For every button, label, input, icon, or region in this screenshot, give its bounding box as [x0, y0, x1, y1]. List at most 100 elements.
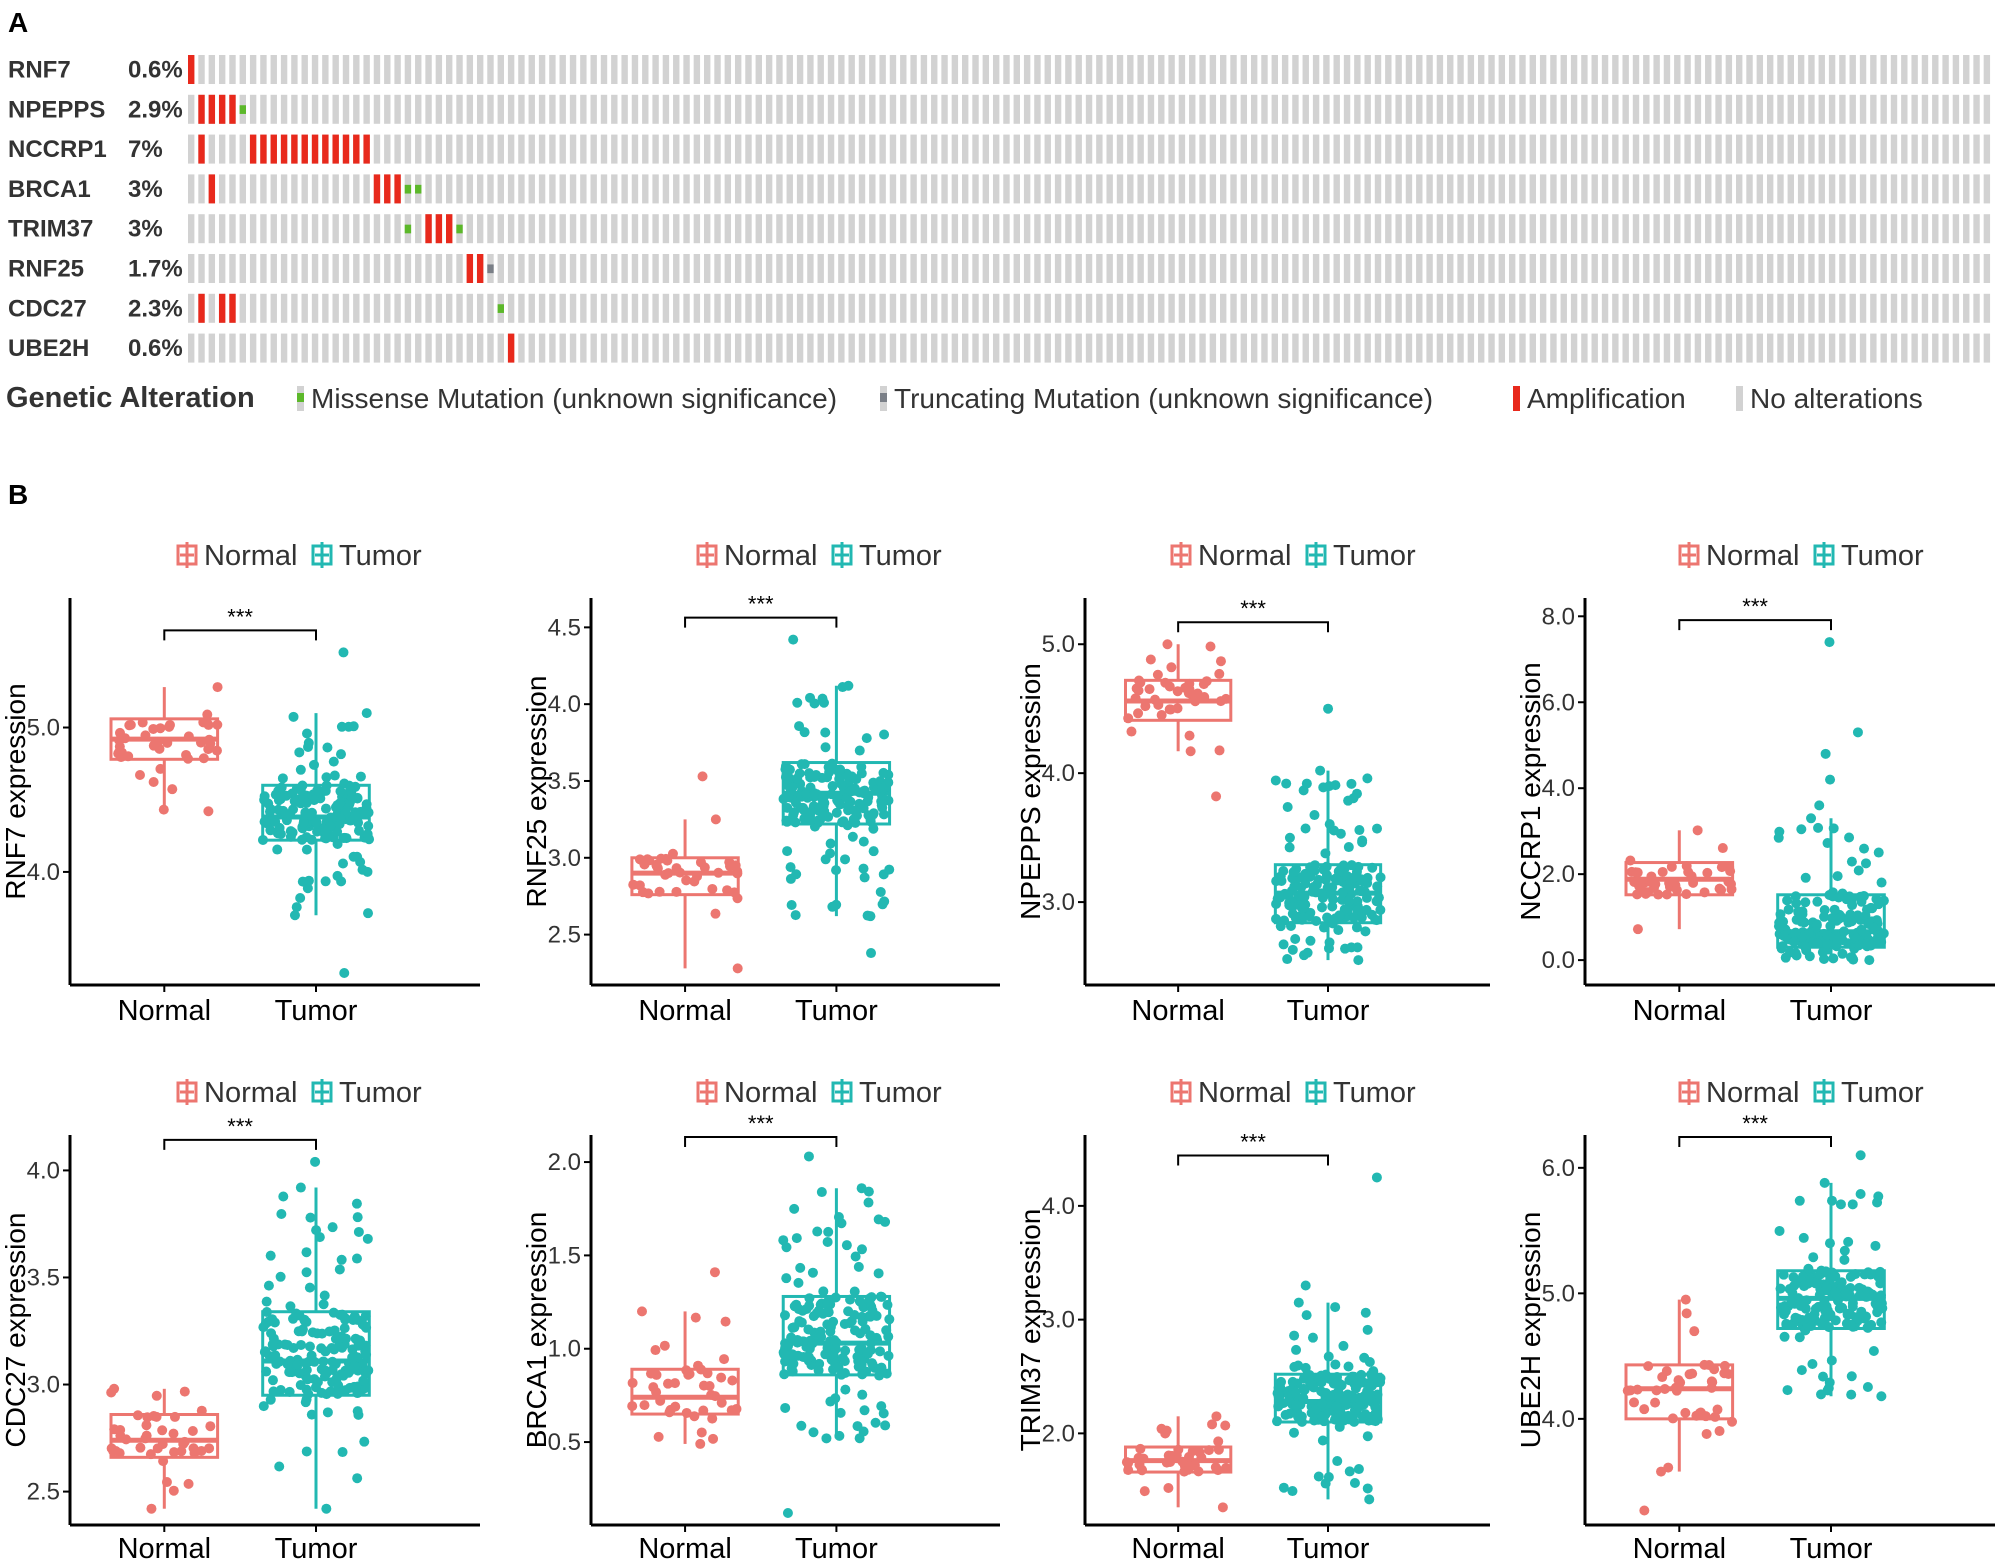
data-point [1152, 669, 1163, 680]
no-alteration-cell [1054, 254, 1062, 283]
no-alteration-cell [786, 174, 793, 204]
no-alteration-cell [1199, 214, 1206, 244]
no-alteration-cell [1343, 293, 1351, 323]
no-alteration-cell [889, 254, 897, 283]
no-alteration-cell [931, 174, 938, 204]
no-alteration-cell [1333, 134, 1340, 164]
no-alteration-cell [384, 254, 391, 283]
no-alteration-cell [1395, 134, 1402, 164]
data-point [1825, 774, 1836, 785]
no-alteration-cell [322, 94, 329, 124]
no-alteration-cell [1766, 55, 1774, 84]
no-alteration-cell [1736, 254, 1743, 283]
points-normal [113, 682, 223, 817]
no-alteration-cell [1684, 94, 1691, 124]
x-tick-label-tumor: Tumor [1287, 1533, 1370, 1565]
no-alteration-cell [507, 214, 515, 244]
no-alteration-cell [1508, 94, 1516, 124]
no-alteration-cell [724, 174, 732, 204]
no-alteration-cell [951, 134, 959, 164]
no-alteration-cell [600, 333, 608, 363]
data-point [1180, 682, 1191, 693]
no-alteration-cell [1653, 333, 1660, 363]
data-point [799, 805, 810, 816]
no-alteration-cell [559, 174, 566, 204]
data-point [868, 846, 879, 857]
no-alteration-cell [270, 94, 277, 124]
no-alteration-cell [683, 55, 690, 84]
no-alteration-cell [456, 55, 463, 84]
no-alteration-cell [662, 55, 670, 84]
missense-cell [239, 105, 246, 114]
data-point [338, 1385, 349, 1396]
no-alteration-cell [1643, 94, 1650, 124]
box-normal [1622, 1294, 1738, 1516]
data-point [840, 1384, 851, 1395]
data-point [837, 1352, 848, 1363]
no-alteration-cell [1075, 174, 1082, 204]
data-point [1272, 1416, 1283, 1427]
no-alteration-cell [611, 254, 618, 283]
no-alteration-cell [838, 333, 845, 363]
data-point [1360, 926, 1371, 937]
no-alteration-cell [1302, 174, 1309, 204]
no-alteration-cell [1859, 254, 1867, 283]
no-alteration-cell [704, 55, 711, 84]
data-point [1284, 1408, 1295, 1419]
no-alteration-cell [704, 254, 711, 283]
no-alteration-cell [879, 55, 886, 84]
data-point [353, 1340, 364, 1351]
no-alteration-cell [652, 174, 659, 204]
y-tick-label: 3.0 [1042, 889, 1075, 916]
data-point [276, 782, 287, 793]
data-point [1323, 1472, 1334, 1483]
data-point [1875, 1278, 1886, 1289]
significance-label: *** [1742, 594, 1768, 619]
no-alteration-cell [1158, 134, 1165, 164]
no-alteration-cell [714, 94, 721, 124]
no-alteration-cell [889, 333, 897, 363]
no-alteration-cell [311, 55, 319, 84]
data-point [327, 1222, 338, 1233]
points-tumor [257, 647, 375, 978]
no-alteration-cell [249, 293, 257, 323]
data-point [1290, 934, 1301, 945]
no-alteration-cell [1694, 254, 1702, 283]
no-alteration-cell [1354, 55, 1361, 84]
data-point [1780, 1306, 1791, 1317]
no-alteration-cell [734, 134, 742, 164]
data-point [1281, 778, 1292, 789]
no-alteration-cell [1787, 134, 1794, 164]
data-point [1876, 877, 1887, 888]
no-alteration-cell [1663, 94, 1671, 124]
data-point [1789, 936, 1800, 947]
no-alteration-cell [745, 174, 752, 204]
no-alteration-cell [1921, 94, 1929, 124]
no-alteration-cell [425, 55, 432, 84]
data-point [1845, 1319, 1856, 1330]
data-point [1214, 745, 1225, 756]
data-point [842, 771, 853, 782]
data-point [880, 1420, 891, 1431]
data-point [1810, 1278, 1821, 1289]
no-alteration-cell [1508, 293, 1516, 323]
data-point [1785, 947, 1796, 958]
data-point [1804, 951, 1815, 962]
data-point [1362, 773, 1373, 784]
data-point [732, 963, 743, 974]
no-alteration-cell [1467, 94, 1475, 124]
no-alteration-cell [776, 55, 783, 84]
data-point [882, 1299, 893, 1310]
panel-b-label: B [8, 479, 28, 510]
data-point [334, 1264, 345, 1275]
data-point [1791, 1313, 1802, 1324]
y-tick-label: 2.0 [548, 1149, 581, 1176]
data-point [1837, 948, 1848, 959]
no-alteration-cell [218, 254, 226, 283]
data-point [275, 1384, 286, 1395]
no-alteration-cell [249, 214, 257, 244]
no-alteration-cell [487, 214, 494, 244]
data-point [881, 1325, 892, 1336]
data-point [264, 806, 275, 817]
data-point [1300, 823, 1311, 834]
